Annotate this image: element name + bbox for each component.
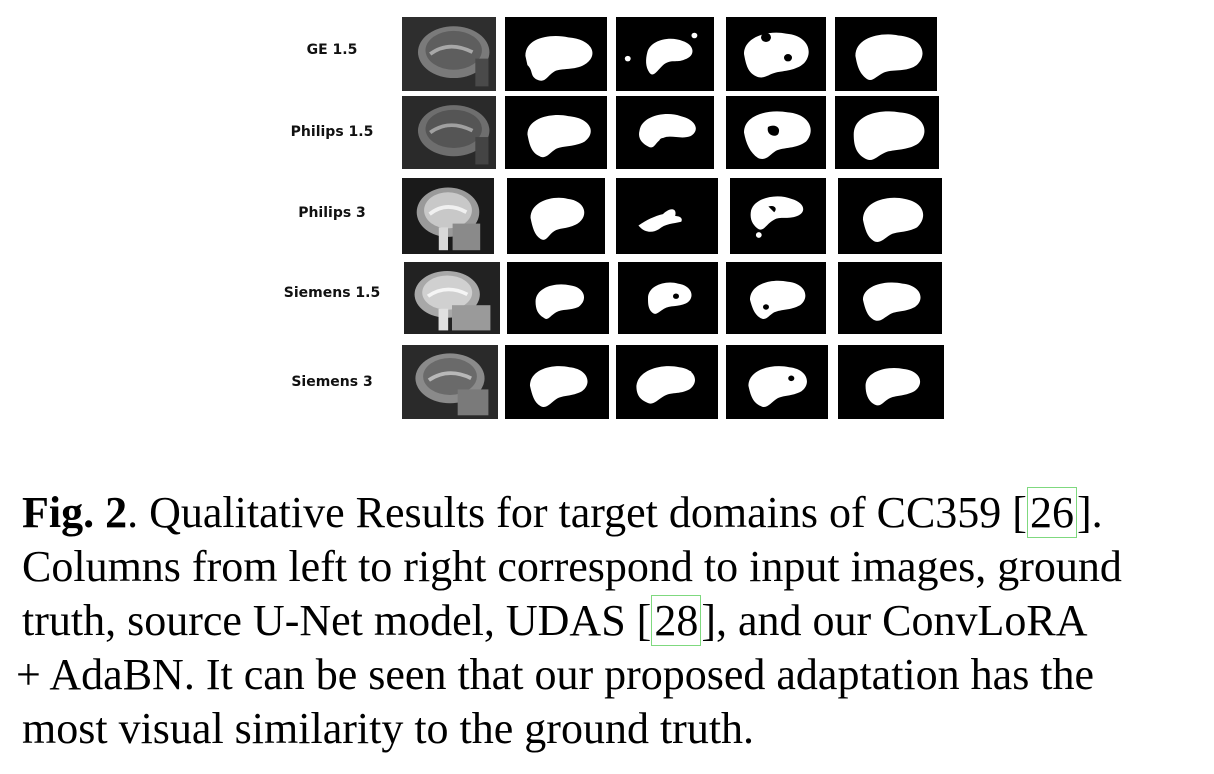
mri-input-image [404,262,500,334]
segmentation-mask [730,178,826,254]
segmentation-mask [838,178,942,254]
caption-text: ]. [1076,488,1103,537]
figure-caption: Fig. 2. Qualitative Results for target d… [16,486,1202,756]
mri-input-image [402,178,494,254]
segmentation-mask [616,345,718,419]
segmentation-mask [835,17,937,91]
segmentation-mask [507,262,609,334]
segmentation-mask [726,262,826,334]
caption-line-3: truth, source U-Net model, UDAS [28], an… [22,594,1202,648]
caption-line-4: + AdaBN. It can be seen that our propose… [16,650,1095,699]
row-label-siemens-3: Siemens 3 [291,374,373,390]
caption-text: truth, source U-Net model, UDAS [ [22,596,652,645]
caption-text: ], and our ConvLoRA [701,596,1088,645]
segmentation-mask [616,178,718,254]
segmentation-mask [835,96,939,169]
citation-link[interactable]: 26 [1026,487,1077,538]
segmentation-mask [616,96,714,169]
caption-line-2: Columns from left to right correspond to… [22,542,1122,591]
segmentation-mask [726,345,828,419]
caption-line-5: most visual similarity to the ground tru… [22,704,755,753]
mri-input-image [402,345,498,419]
segmentation-mask [505,17,607,91]
caption-line-1: Fig. 2. Qualitative Results for target d… [22,486,1202,540]
row-label-siemens-1-5: Siemens 1.5 [283,285,381,301]
segmentation-mask [838,345,944,419]
segmentation-mask [726,17,826,91]
segmentation-mask [726,96,826,169]
figure-label: Fig. 2 [22,488,128,537]
segmentation-mask [618,262,718,334]
row-label-philips-3: Philips 3 [298,205,366,221]
segmentation-mask [505,96,607,169]
row-label-ge-1-5: GE 1.5 [306,42,358,58]
mri-input-image [402,96,496,169]
segmentation-mask [507,178,605,254]
citation-link[interactable]: 28 [651,595,702,646]
caption-text: . Qualitative Results for target domains… [127,488,1027,537]
segmentation-mask [838,262,942,334]
segmentation-mask [616,17,714,91]
mri-input-image [402,17,496,91]
row-label-philips-1-5: Philips 1.5 [290,124,374,140]
segmentation-mask [505,345,609,419]
